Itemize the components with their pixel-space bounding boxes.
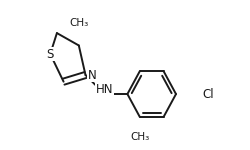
Text: Cl: Cl <box>201 88 213 100</box>
Text: CH₃: CH₃ <box>69 18 88 28</box>
Text: CH₃: CH₃ <box>130 132 149 142</box>
Text: N: N <box>88 69 96 81</box>
Text: S: S <box>46 48 54 61</box>
Text: HN: HN <box>96 83 113 96</box>
